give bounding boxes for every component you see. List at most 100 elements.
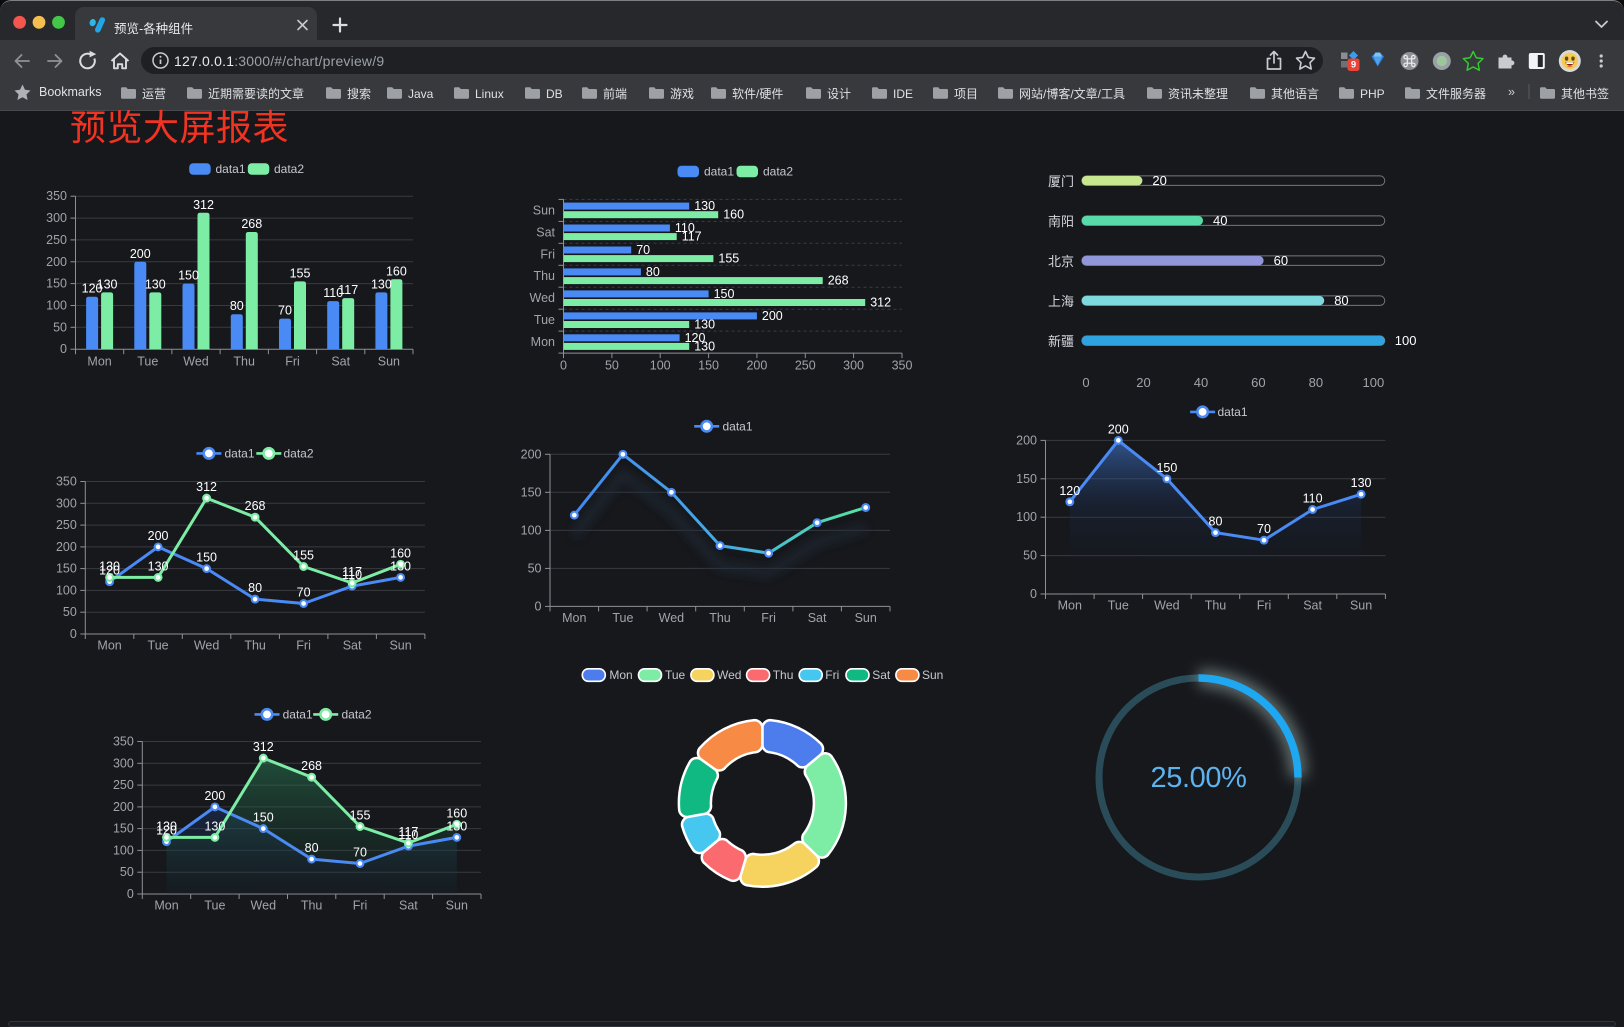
svg-text:200: 200 [521,447,542,461]
svg-text:268: 268 [241,217,262,231]
svg-text:200: 200 [130,247,151,261]
svg-text:130: 130 [694,199,715,213]
svg-text:0: 0 [560,359,567,373]
svg-text:0: 0 [70,627,77,641]
svg-text:50: 50 [605,359,619,373]
svg-text:40: 40 [1213,213,1227,228]
svg-text:70: 70 [278,304,292,318]
svg-text:300: 300 [843,359,864,373]
svg-text:150: 150 [253,811,274,825]
svg-text:110: 110 [342,568,362,582]
svg-text:厦门: 厦门 [1048,171,1074,190]
svg-text:117: 117 [342,565,362,579]
svg-text:80: 80 [305,841,319,855]
svg-text:北京: 北京 [1048,251,1074,270]
svg-text:150: 150 [714,287,735,301]
svg-text:Thu: Thu [1205,599,1227,613]
svg-text:268: 268 [828,274,849,288]
svg-text:155: 155 [350,809,371,823]
svg-text:110: 110 [323,286,343,300]
svg-text:130: 130 [156,819,177,833]
svg-text:20: 20 [1136,375,1150,390]
svg-text:Fri: Fri [761,611,776,625]
svg-text:200: 200 [1016,433,1037,447]
svg-text:50: 50 [120,865,134,879]
svg-text:50: 50 [63,605,77,619]
svg-text:200: 200 [204,789,225,803]
svg-text:Sun: Sun [389,639,411,653]
svg-text:70: 70 [297,586,311,600]
svg-text:300: 300 [56,496,77,510]
svg-text:120: 120 [1059,484,1080,498]
svg-text:Fri: Fri [540,247,555,261]
svg-text:350: 350 [56,475,77,489]
svg-text:100: 100 [113,843,134,857]
svg-text:60: 60 [1251,375,1265,390]
svg-text:312: 312 [196,480,217,494]
svg-text:117: 117 [338,283,358,297]
svg-text:100: 100 [1395,333,1417,348]
svg-text:20: 20 [1152,173,1166,188]
svg-text:0: 0 [127,887,134,901]
svg-text:117: 117 [398,825,418,839]
svg-text:200: 200 [148,529,169,543]
svg-text:50: 50 [1023,549,1037,563]
svg-text:南阳: 南阳 [1048,211,1074,230]
svg-text:Thu: Thu [709,611,731,625]
svg-text:Thu: Thu [773,668,794,682]
svg-text:0: 0 [60,342,67,356]
svg-text:300: 300 [113,756,134,770]
svg-text:Sat: Sat [536,225,555,239]
svg-text:200: 200 [46,255,67,269]
svg-text:350: 350 [46,189,67,203]
svg-text:Fri: Fri [285,355,300,369]
svg-text:data1: data1 [1218,405,1248,419]
svg-text:120: 120 [82,282,103,296]
svg-text:70: 70 [636,243,650,257]
svg-text:Sat: Sat [872,668,891,682]
svg-text:200: 200 [746,359,767,373]
svg-text:250: 250 [795,359,816,373]
svg-text:Mon: Mon [609,668,632,682]
svg-text:150: 150 [113,822,134,836]
svg-text:Fri: Fri [296,639,311,653]
svg-text:130: 130 [204,819,225,833]
svg-text:Mon: Mon [562,611,586,625]
svg-text:Thu: Thu [244,639,266,653]
svg-text:268: 268 [245,499,266,513]
svg-text:150: 150 [196,551,217,565]
svg-text:200: 200 [1108,422,1129,436]
svg-text:Mon: Mon [531,335,555,349]
svg-text:Fri: Fri [1257,599,1272,613]
svg-text:data2: data2 [763,165,793,179]
svg-text:Tue: Tue [137,355,158,369]
svg-text:160: 160 [723,208,744,222]
svg-text:100: 100 [46,299,67,313]
svg-text:Tue: Tue [148,639,169,653]
svg-text:Sun: Sun [855,611,877,625]
svg-text:80: 80 [1209,515,1223,529]
svg-text:110: 110 [1303,492,1323,506]
svg-text:150: 150 [1156,461,1177,475]
svg-text:312: 312 [253,740,274,754]
svg-text:60: 60 [1274,253,1288,268]
svg-text:160: 160 [386,264,407,278]
svg-text:Thu: Thu [301,899,323,913]
svg-text:150: 150 [56,562,77,576]
svg-text:Sun: Sun [378,355,400,369]
svg-text:150: 150 [178,269,199,283]
svg-text:Sat: Sat [343,639,362,653]
svg-text:Wed: Wed [194,639,220,653]
svg-text:50: 50 [53,320,67,334]
svg-text:155: 155 [718,252,739,266]
svg-text:Sun: Sun [1350,599,1372,613]
svg-text:70: 70 [353,846,367,860]
svg-text:80: 80 [1309,375,1323,390]
svg-text:100: 100 [1016,510,1037,524]
svg-text:Sat: Sat [808,611,827,625]
svg-text:Wed: Wed [530,291,556,305]
svg-text:Wed: Wed [251,899,277,913]
svg-text:Thu: Thu [233,355,255,369]
svg-text:上海: 上海 [1048,291,1074,310]
svg-text:100: 100 [521,523,542,537]
